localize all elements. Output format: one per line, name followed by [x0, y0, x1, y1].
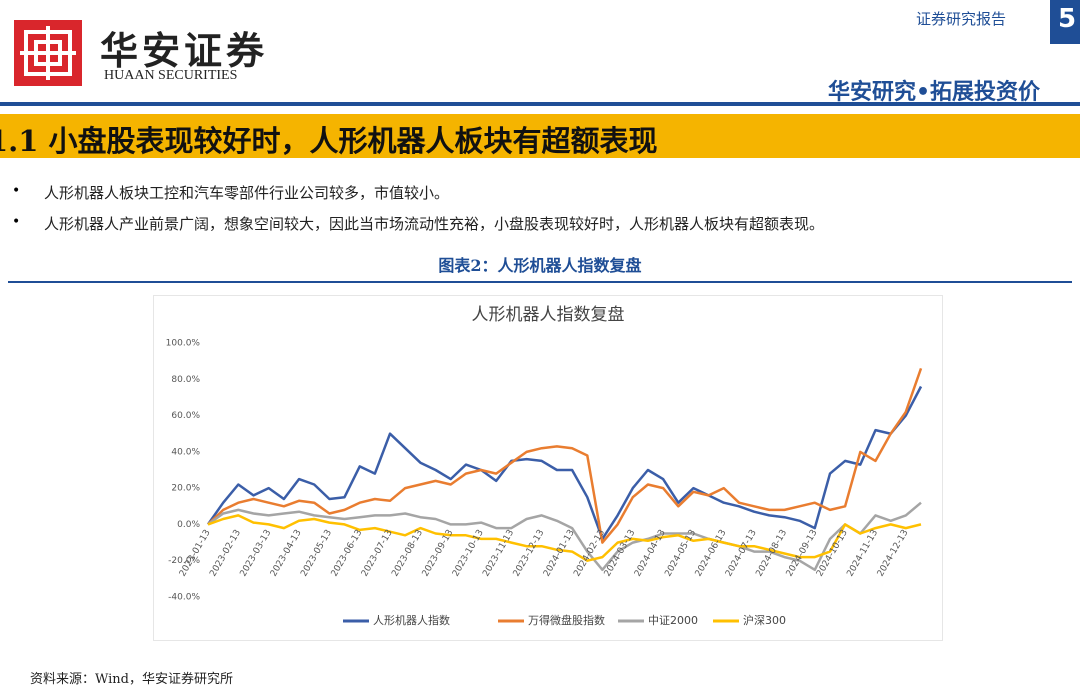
series-line: [207, 514, 922, 562]
series-line: [207, 501, 922, 572]
slogan: 华安研究•拓展投资价: [828, 80, 1041, 105]
caption-rule: [8, 281, 1072, 283]
section-bar: [0, 114, 1080, 158]
page-tab: 5: [1050, 0, 1080, 44]
chart: 人形机器人指数复盘 -40.0% -20.0% 0.0% 20.0% 40.0% 60.0…: [153, 295, 943, 641]
bullet: 人形机器人板块工控和汽车零部件行业公司较多，市值较小。: [44, 184, 450, 202]
y-tick-label: 100.0%: [166, 339, 201, 349]
chart-title: 人形机器人指数复盘: [472, 305, 625, 325]
y-tick-label: -20.0%: [168, 556, 200, 566]
header-rule: [0, 102, 1080, 106]
figure-caption: 图表2：人形机器人指数复盘: [438, 256, 642, 275]
series-line: [206, 385, 923, 541]
y-tick-label: 0.0%: [177, 520, 200, 530]
bullet-dot: •: [12, 214, 21, 230]
brand: 华安证券: [100, 28, 269, 73]
source: 资料来源：Wind，华安证券研究所: [30, 672, 233, 687]
y-tick-label: -40.0%: [168, 593, 200, 603]
legend-label: 中证2000: [648, 614, 698, 627]
y-tick-label: 80.0%: [171, 375, 200, 385]
report-type: 证券研究报告: [916, 10, 1007, 28]
series-line: [207, 367, 923, 544]
page-number: 5: [1058, 4, 1077, 34]
legend-label: 沪深300: [743, 613, 786, 627]
y-tick-label: 20.0%: [171, 484, 200, 494]
chart-frame: [153, 295, 943, 641]
bullet-dot: •: [12, 183, 21, 199]
bullet: 人形机器人产业前景广阔，想象空间较大，因此当市场流动性充裕，小盘股表现较好时，人…: [44, 215, 825, 233]
y-tick-label: 60.0%: [171, 411, 200, 421]
logo-box: [14, 20, 82, 86]
section-title: 1.1 小盘股表现较好时，人形机器人板块有超额表现: [0, 124, 658, 158]
brand-en: HUAAN SECURITIES: [104, 68, 238, 83]
legend-label: 人形机器人指数: [373, 613, 450, 627]
legend-label: 万得微盘股指数: [528, 613, 605, 627]
logo-icon: [20, 26, 76, 80]
y-tick-label: 40.0%: [171, 447, 200, 457]
